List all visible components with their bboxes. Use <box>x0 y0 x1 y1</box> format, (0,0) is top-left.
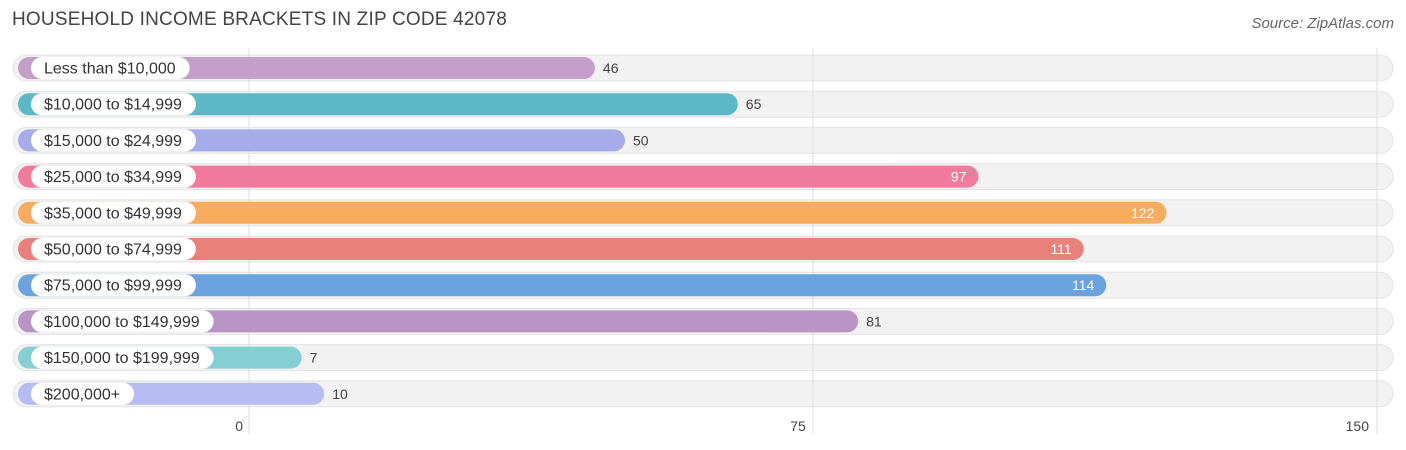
chart-source: Source: ZipAtlas.com <box>1251 15 1394 32</box>
category-label: $200,000+ <box>44 386 120 403</box>
category-label: $150,000 to $199,999 <box>44 350 200 367</box>
category-pill <box>31 346 214 369</box>
value-label: 46 <box>603 60 619 76</box>
chart-title: HOUSEHOLD INCOME BRACKETS IN ZIP CODE 42… <box>12 9 507 30</box>
value-label: 50 <box>633 132 649 148</box>
row-track <box>12 380 1394 408</box>
bar <box>18 310 859 333</box>
category-pill <box>31 310 214 333</box>
x-tick-label: 75 <box>790 418 806 434</box>
category-label: $50,000 to $74,999 <box>44 242 182 259</box>
category-pill <box>31 274 196 297</box>
value-label: 81 <box>866 313 882 329</box>
bar <box>18 274 1107 297</box>
category-label: $35,000 to $49,999 <box>44 205 182 222</box>
value-label: 114 <box>1072 277 1095 293</box>
category-label: $25,000 to $34,999 <box>44 169 182 186</box>
value-label: 122 <box>1131 205 1155 221</box>
category-label: Less than $10,000 <box>44 61 176 78</box>
category-pill <box>31 93 196 116</box>
x-tick-label: 0 <box>235 418 243 434</box>
bar <box>18 93 738 116</box>
row-track <box>12 344 1394 372</box>
bar <box>18 201 1167 224</box>
category-pill <box>31 129 196 152</box>
category-pill <box>31 201 196 224</box>
value-label: 97 <box>951 169 967 185</box>
value-label: 10 <box>332 386 348 402</box>
value-label: 111 <box>1050 241 1071 257</box>
category-pill <box>31 165 196 188</box>
category-label: $10,000 to $14,999 <box>44 97 182 114</box>
category-pill <box>31 238 196 260</box>
category-label: $75,000 to $99,999 <box>44 278 182 295</box>
category-pill <box>31 57 190 79</box>
category-pill <box>31 382 135 405</box>
value-label: 7 <box>310 350 318 366</box>
category-label: $100,000 to $149,999 <box>44 314 200 331</box>
bar <box>18 165 979 188</box>
x-tick-label: 150 <box>1346 418 1370 434</box>
value-label: 65 <box>746 96 762 112</box>
bar <box>18 238 1084 260</box>
category-label: $15,000 to $24,999 <box>44 133 182 150</box>
